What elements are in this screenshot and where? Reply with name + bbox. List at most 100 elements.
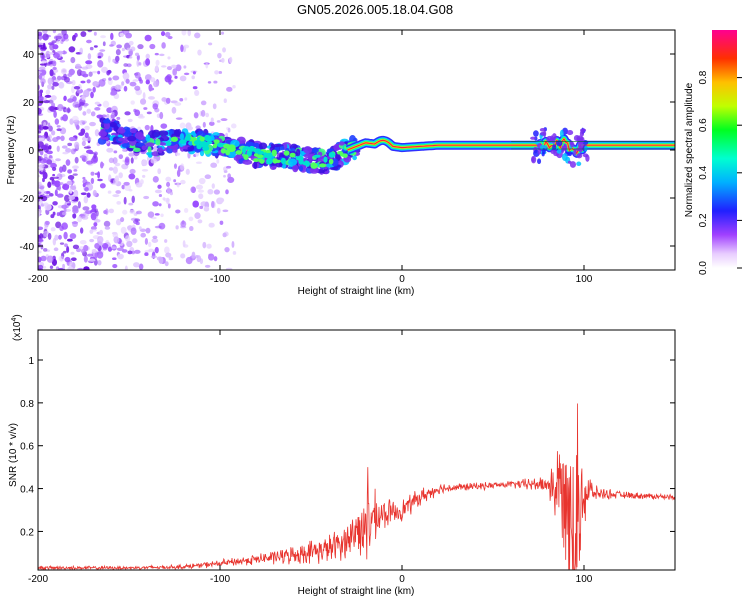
noise-blob	[166, 74, 172, 81]
noise-blob	[124, 158, 130, 166]
noise-blob	[107, 55, 111, 63]
noise-blob	[86, 39, 92, 44]
noise-blob	[92, 86, 96, 93]
noise-blob	[38, 250, 42, 254]
noise-blob	[216, 158, 220, 164]
noise-blob	[222, 209, 229, 213]
noise-blob	[204, 174, 212, 179]
noise-blob	[197, 219, 203, 224]
noise-blob	[56, 145, 60, 152]
noise-blob	[208, 222, 215, 228]
peak-blob	[266, 158, 273, 165]
noise-blob	[101, 242, 109, 249]
peak-blob	[242, 147, 247, 154]
noise-blob	[92, 81, 99, 87]
noise-blob	[128, 56, 133, 59]
peak-blob	[203, 134, 211, 142]
noise-blob	[51, 102, 56, 108]
noise-blob	[220, 118, 228, 122]
snr-panel: -200 -100 0 100 0.2 0.4 0.6 0.8 1 Height of str…	[8, 314, 676, 597]
noise-blob	[159, 53, 165, 57]
noise-blob	[118, 154, 124, 160]
noise-blob	[38, 238, 44, 242]
noise-blob	[89, 238, 95, 243]
noise-blob	[126, 240, 133, 248]
peak-blob	[280, 157, 286, 165]
band-blob	[329, 166, 339, 171]
noise-blob	[72, 208, 79, 214]
noise-blob	[58, 234, 62, 240]
noise-blob	[53, 247, 59, 252]
band-blob	[172, 148, 178, 153]
y-tick-label: 0.2	[20, 527, 34, 538]
x-tick-label: -200	[28, 574, 48, 585]
noise-blob	[130, 227, 137, 235]
noise-blob	[143, 195, 150, 200]
noise-blob	[160, 123, 168, 129]
band-blob	[292, 164, 299, 173]
noise-blob	[90, 177, 95, 185]
noise-blob	[182, 240, 186, 248]
spectrogram-heatmap	[38, 30, 675, 270]
band-blob	[569, 161, 577, 168]
band-blob	[309, 167, 319, 174]
noise-blob	[196, 255, 202, 263]
band-blob	[281, 162, 287, 169]
noise-blob	[81, 66, 89, 70]
noise-blob	[57, 50, 64, 54]
noise-blob	[191, 251, 196, 259]
noise-blob	[38, 102, 43, 107]
noise-blob	[149, 43, 156, 50]
noise-blob	[223, 174, 226, 178]
band-blob	[531, 156, 535, 163]
noise-blob	[115, 218, 122, 226]
y-tick-label: -20	[20, 194, 35, 205]
noise-blob	[40, 144, 48, 151]
noise-blob	[116, 247, 124, 251]
noise-blob	[67, 169, 73, 174]
noise-blob	[97, 235, 104, 244]
noise-blob	[52, 44, 59, 50]
noise-blob	[194, 212, 201, 219]
noise-blob	[48, 193, 54, 197]
noise-blob	[76, 88, 84, 94]
noise-blob	[202, 241, 207, 249]
band-blob	[127, 135, 137, 142]
noise-blob	[164, 246, 170, 254]
y-tick-label: 0	[28, 146, 34, 157]
noise-blob	[113, 150, 118, 154]
band-blob	[254, 142, 260, 148]
peak-blob	[342, 153, 348, 158]
noise-blob	[50, 95, 57, 101]
noise-blob	[90, 111, 96, 117]
noise-blob	[142, 92, 146, 100]
band-blob	[530, 136, 536, 140]
peak-blob	[248, 145, 256, 152]
colorbar-tick-label: 0.4	[698, 165, 709, 179]
noise-blob	[144, 238, 148, 245]
noise-blob	[227, 127, 231, 133]
noise-blob	[166, 181, 171, 188]
noise-blob	[68, 136, 76, 142]
noise-blob	[43, 97, 47, 101]
noise-blob	[48, 145, 52, 150]
noise-blob	[161, 42, 166, 49]
peak-blob	[166, 141, 172, 146]
band-blob	[573, 148, 577, 157]
band-blob	[573, 135, 581, 142]
snr-x-label: Height of straight line (km)	[298, 586, 415, 597]
noise-blob	[198, 193, 204, 200]
noise-blob	[42, 125, 49, 130]
noise-blob	[120, 226, 127, 234]
noise-blob	[212, 103, 217, 110]
noise-blob	[56, 173, 63, 180]
noise-blob	[129, 81, 137, 87]
noise-blob	[39, 63, 46, 66]
noise-blob	[158, 203, 162, 207]
noise-blob	[192, 200, 200, 208]
noise-blob	[117, 253, 124, 260]
noise-blob	[166, 66, 173, 71]
noise-blob	[51, 40, 57, 44]
noise-blob	[152, 103, 159, 110]
noise-blob	[222, 47, 226, 53]
